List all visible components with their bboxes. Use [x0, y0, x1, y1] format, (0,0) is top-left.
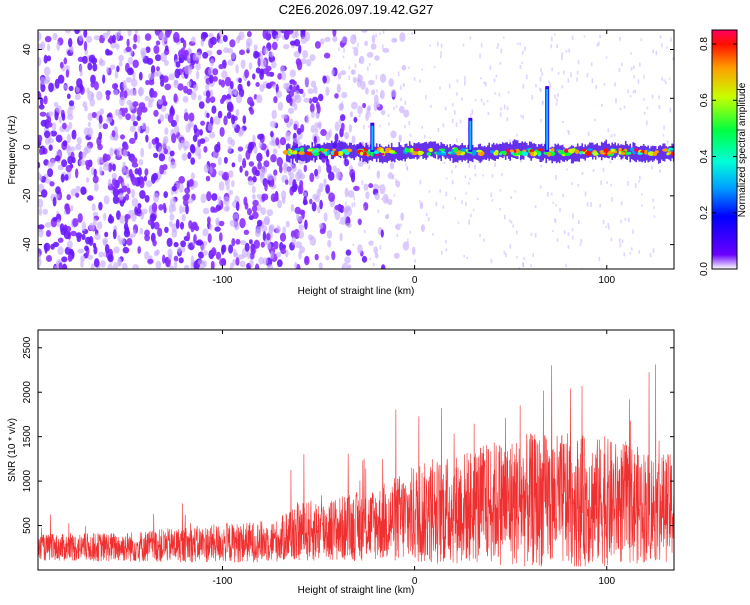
- colorbar-tick-label: 0.0: [699, 262, 710, 276]
- snr-x-ticks: -100 0 100: [212, 330, 616, 587]
- colorbar-label: Normalized spectral amplitude: [737, 82, 748, 217]
- snr-x-tick-label: -100: [212, 576, 232, 587]
- spectrogram-y-tick-label: 40: [22, 44, 33, 56]
- colorbar-ticks: 0.0 0.2 0.4 0.6 0.8: [699, 37, 737, 276]
- snr-x-tick-label: 100: [598, 576, 615, 587]
- snr-y-tick-label: 500: [22, 517, 33, 534]
- colorbar-tick-label: 0.8: [699, 37, 710, 51]
- spectrogram-y-tick-label: -40: [22, 237, 33, 252]
- spectrogram-x-tick-label: 0: [412, 275, 418, 286]
- spectrogram-frame: [37, 29, 675, 270]
- spectrogram-panel: -100 0 100 -40 -20 0 20 40 Height of straight …: [7, 29, 675, 297]
- spectrogram-heatmap: [38, 30, 674, 269]
- spectrogram-y-tick-label: 20: [22, 92, 33, 104]
- snr-y-tick-label: 1000: [22, 470, 33, 493]
- spectrogram-x-tick-label: 100: [598, 275, 615, 286]
- spectrogram-x-ticks: -100 0 100: [212, 30, 616, 286]
- colorbar-tick-label: 0.4: [699, 149, 710, 163]
- spectrogram-y-tick-label: -20: [22, 188, 33, 203]
- snr-panel: -100 0 100 500 1000 1500 2000 2500 Height of s…: [7, 329, 675, 596]
- colorbar-tick-label: 0.2: [699, 205, 710, 219]
- snr-frame: [37, 329, 675, 571]
- spectrogram-y-label: Frequency (Hz): [7, 116, 18, 185]
- spectrogram-x-label: Height of straight line (km): [298, 286, 415, 297]
- snr-y-tick-label: 2000: [22, 381, 33, 404]
- spectrogram-y-tick-label: 0: [22, 144, 33, 150]
- spectrogram-x-tick-label: -100: [212, 275, 232, 286]
- snr-y-tick-label: 2500: [22, 336, 33, 359]
- snr-y-ticks: 500 1000 1500 2000 2500: [22, 336, 674, 534]
- snr-x-tick-label: 0: [412, 576, 418, 587]
- snr-y-tick-label: 1500: [22, 425, 33, 448]
- colorbar-tick-label: 0.6: [699, 93, 710, 107]
- colorbar: 0.0 0.2 0.4 0.6 0.8 Normalized spectral ampl…: [699, 29, 748, 276]
- snr-x-label: Height of straight line (km): [298, 585, 415, 596]
- snr-series-line: [38, 364, 674, 567]
- colorbar-gradient: [711, 29, 738, 270]
- spectrogram-y-ticks: -40 -20 0 20 40: [22, 44, 674, 252]
- figure-title: C2E6.2026.097.19.42.G27: [279, 2, 434, 17]
- snr-y-label: SNR (10 * v/v): [7, 418, 18, 482]
